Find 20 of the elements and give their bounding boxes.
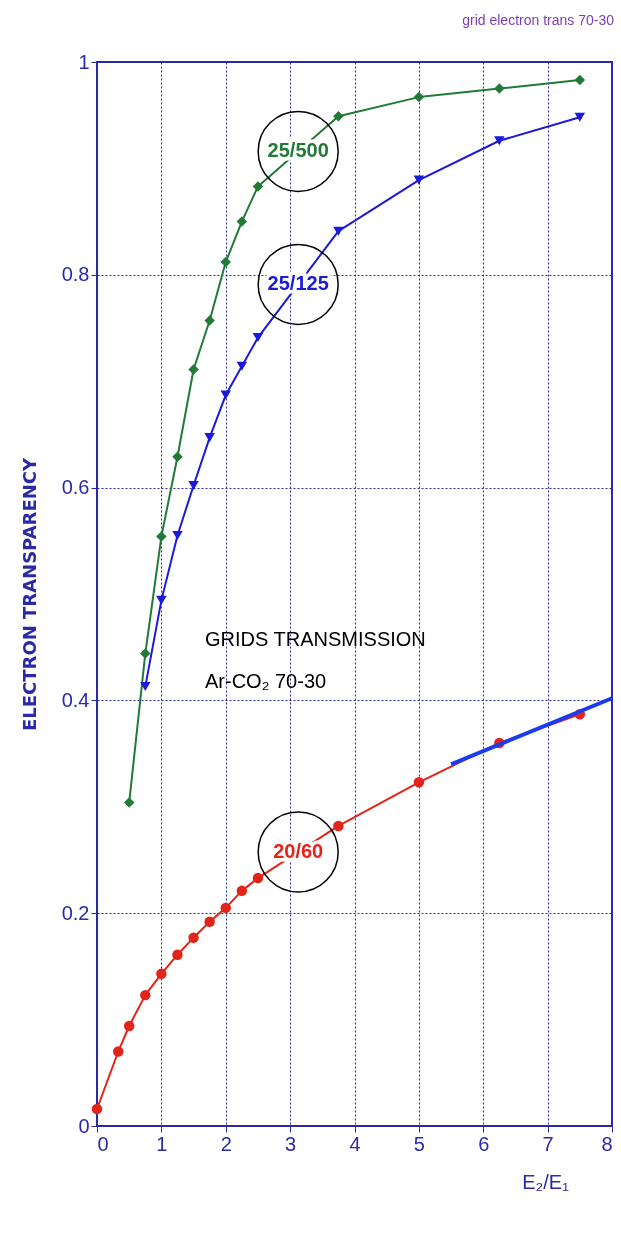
- x-tick-label: 7: [542, 1132, 554, 1155]
- x-tick-label: 4: [349, 1132, 361, 1155]
- y-tick-label: 1: [78, 50, 90, 73]
- x-axis-title: E₂/E₁: [522, 1170, 570, 1193]
- chart-title: grid electron trans 70-30: [462, 12, 615, 28]
- y-tick-label: 0.4: [61, 688, 90, 711]
- x-tick-label: 6: [478, 1132, 490, 1155]
- y-tick-label: 0.2: [61, 901, 90, 924]
- x-tick-label: 2: [220, 1132, 232, 1155]
- x-tick-label: 5: [413, 1132, 425, 1155]
- x-tick-label: 0: [97, 1132, 109, 1155]
- annotation: GRIDS TRANSMISSION: [205, 628, 426, 650]
- y-tick-label: 0.6: [61, 476, 90, 499]
- x-tick-label: 1: [156, 1132, 168, 1155]
- x-tick-label: 8: [601, 1132, 613, 1155]
- x-tick-label: 3: [285, 1132, 297, 1155]
- annotation: Ar-CO₂ 70-30: [205, 670, 327, 692]
- y-tick-label: 0: [78, 1114, 90, 1137]
- y-axis-title: ELECTRON TRANSPARENCY: [18, 457, 40, 732]
- y-tick-label: 0.8: [61, 263, 90, 286]
